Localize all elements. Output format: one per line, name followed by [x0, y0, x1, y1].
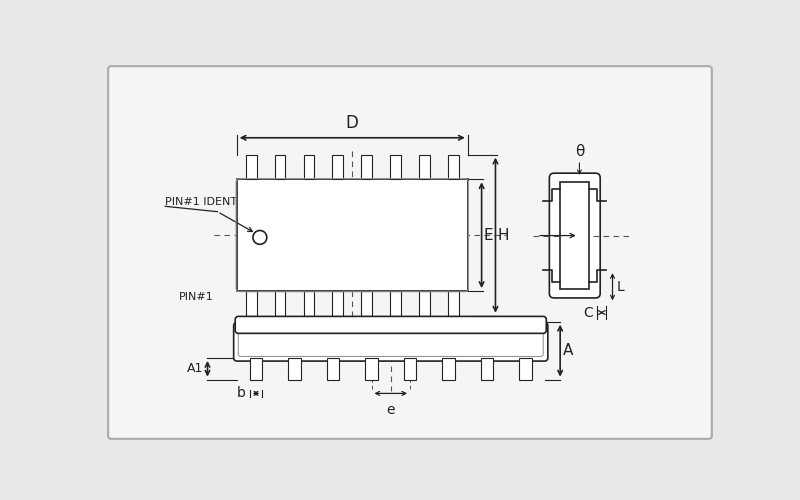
Bar: [333, 154, 343, 180]
Bar: [237, 180, 468, 291]
Text: θ: θ: [574, 144, 584, 158]
Text: L: L: [616, 280, 624, 294]
Bar: [327, 358, 339, 380]
FancyBboxPatch shape: [235, 316, 546, 334]
Bar: [419, 291, 430, 316]
Bar: [274, 291, 286, 316]
Text: A: A: [563, 343, 574, 358]
Bar: [288, 358, 301, 380]
Text: PIN#1 IDENT: PIN#1 IDENT: [165, 198, 238, 207]
Bar: [404, 358, 416, 380]
Text: E: E: [484, 228, 494, 242]
Bar: [362, 291, 372, 316]
FancyBboxPatch shape: [234, 322, 548, 361]
Text: D: D: [346, 114, 358, 132]
Bar: [274, 154, 286, 180]
Bar: [362, 154, 372, 180]
Bar: [448, 291, 458, 316]
Bar: [481, 358, 493, 380]
Text: H: H: [498, 228, 510, 242]
Bar: [560, 182, 590, 290]
Bar: [250, 358, 262, 380]
Text: PIN#1: PIN#1: [179, 292, 214, 302]
Bar: [519, 358, 532, 380]
Bar: [246, 291, 257, 316]
Text: e: e: [386, 402, 395, 416]
Bar: [419, 154, 430, 180]
FancyBboxPatch shape: [108, 66, 712, 439]
Bar: [442, 358, 454, 380]
Bar: [246, 154, 257, 180]
Bar: [303, 154, 314, 180]
Bar: [366, 358, 378, 380]
Bar: [390, 291, 401, 316]
Bar: [390, 154, 401, 180]
Text: A1: A1: [187, 362, 204, 376]
Bar: [303, 291, 314, 316]
Text: b: b: [237, 386, 246, 400]
Bar: [333, 291, 343, 316]
Text: C: C: [583, 306, 594, 320]
FancyBboxPatch shape: [550, 173, 600, 298]
Bar: [448, 154, 458, 180]
